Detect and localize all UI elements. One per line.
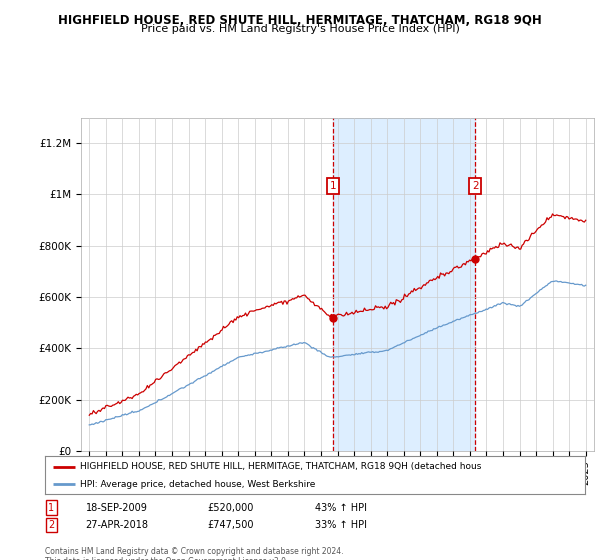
Text: HPI: Average price, detached house, West Berkshire: HPI: Average price, detached house, West… xyxy=(80,480,316,489)
Bar xyxy=(333,118,475,451)
Text: Price paid vs. HM Land Registry's House Price Index (HPI): Price paid vs. HM Land Registry's House … xyxy=(140,24,460,34)
Text: 2: 2 xyxy=(49,520,55,530)
Text: HIGHFIELD HOUSE, RED SHUTE HILL, HERMITAGE, THATCHAM, RG18 9QH (detached hous: HIGHFIELD HOUSE, RED SHUTE HILL, HERMITA… xyxy=(80,462,481,471)
Text: 33% ↑ HPI: 33% ↑ HPI xyxy=(315,520,367,530)
Text: £520,000: £520,000 xyxy=(207,502,253,512)
Text: Contains HM Land Registry data © Crown copyright and database right 2024.
This d: Contains HM Land Registry data © Crown c… xyxy=(45,547,343,560)
Text: 2: 2 xyxy=(472,181,478,191)
Text: £747,500: £747,500 xyxy=(207,520,254,530)
Text: 27-APR-2018: 27-APR-2018 xyxy=(86,520,149,530)
Text: 18-SEP-2009: 18-SEP-2009 xyxy=(86,502,148,512)
Text: HIGHFIELD HOUSE, RED SHUTE HILL, HERMITAGE, THATCHAM, RG18 9QH: HIGHFIELD HOUSE, RED SHUTE HILL, HERMITA… xyxy=(58,14,542,27)
Text: 43% ↑ HPI: 43% ↑ HPI xyxy=(315,502,367,512)
Text: 1: 1 xyxy=(49,502,55,512)
Text: 1: 1 xyxy=(329,181,336,191)
